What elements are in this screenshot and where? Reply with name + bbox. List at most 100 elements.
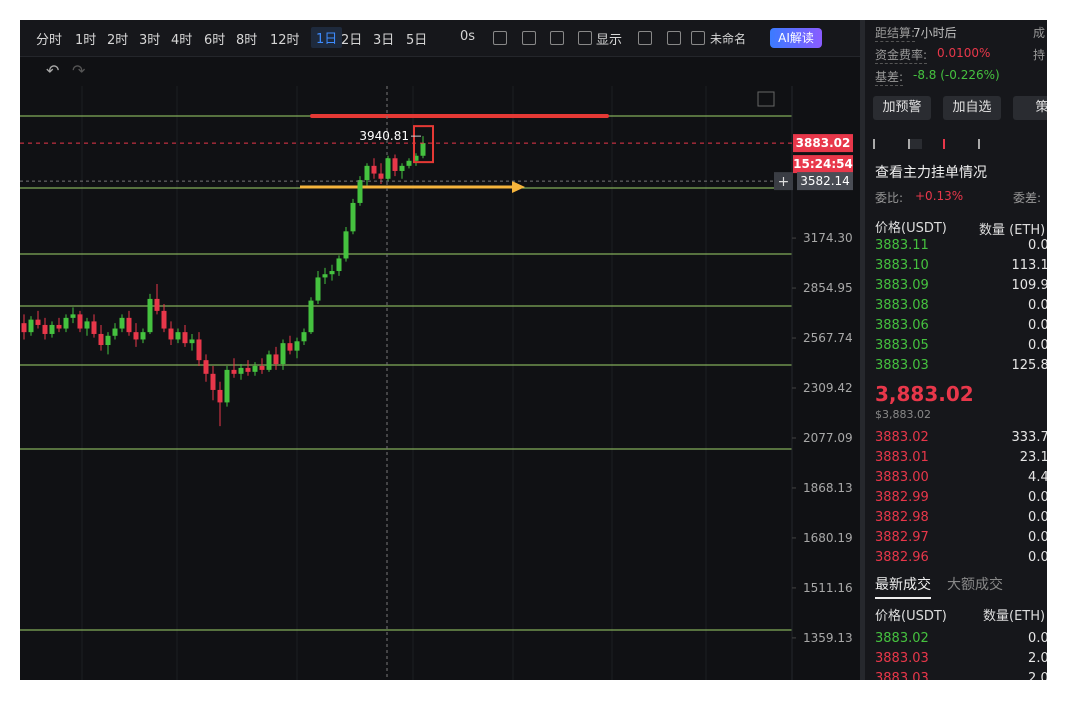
book-row: 3883.08 0.01 xyxy=(865,296,1047,316)
candle-body xyxy=(385,158,391,179)
tool-icon[interactable] xyxy=(522,31,536,45)
chart-bg xyxy=(20,56,860,680)
info-value: 0.0100% xyxy=(937,46,991,60)
candle-body xyxy=(336,258,342,272)
book-price: 3883.08 xyxy=(875,298,929,313)
book-qty: 0.01 xyxy=(1028,298,1047,313)
book-row: 3883.00 4.41 xyxy=(865,468,1047,488)
y-tick-label: 1868.13 xyxy=(803,481,853,495)
view-icon[interactable] xyxy=(908,139,922,149)
interval-button[interactable]: 1时 xyxy=(75,33,97,48)
candle-body xyxy=(154,298,160,311)
trade-tab[interactable]: 大额成交 xyxy=(947,577,1003,593)
candle-body xyxy=(364,165,370,181)
info-value: -8.8 (-0.226%) xyxy=(913,68,1000,82)
book-qty: 0.00 xyxy=(1028,238,1047,253)
ratio-label: 委比: xyxy=(875,191,904,205)
candle-body xyxy=(70,314,76,318)
info-label: 基差: xyxy=(875,70,904,86)
interval-button[interactable]: 3日 xyxy=(373,33,395,48)
tool-icon[interactable] xyxy=(550,31,564,45)
countdown-label: 15:24:54 xyxy=(793,157,853,171)
trade-header: 数量(ETH) xyxy=(983,609,1046,624)
panel-button[interactable]: 策 xyxy=(1013,96,1047,120)
y-tick-label: 1680.19 xyxy=(803,531,853,545)
y-tick-label: 1359.13 xyxy=(803,631,853,645)
toolbar: 分时 1时 2时 3时 4时 6时 8时 12时 1日 2日 3日 5日 0s 显示 未命名 xyxy=(20,20,860,57)
interval-button[interactable]: 6时 xyxy=(204,33,226,48)
panel-button[interactable]: 加自选 xyxy=(943,96,1001,120)
view-icon[interactable] xyxy=(873,139,887,149)
book-price: 3883.02 xyxy=(875,430,929,445)
tool-icon[interactable] xyxy=(638,31,652,45)
y-tick-label: 2854.95 xyxy=(803,281,853,295)
refresh-rate[interactable]: 0s xyxy=(460,29,476,44)
tool-icon[interactable] xyxy=(691,31,705,45)
trade-qty: 0.05 xyxy=(1028,631,1047,646)
layout-name[interactable]: 未命名 xyxy=(710,32,747,46)
y-tick-label: 2309.42 xyxy=(803,381,853,395)
candle-body xyxy=(294,341,300,351)
candle-body xyxy=(308,300,314,333)
candle-body xyxy=(238,367,244,374)
book-price: 3883.01 xyxy=(875,450,929,465)
candle-body xyxy=(28,319,34,333)
info-right: 成 xyxy=(1033,26,1046,40)
interval-button[interactable]: 5日 xyxy=(406,33,428,48)
tool-icon[interactable] xyxy=(667,31,681,45)
info-value: 7小时后 xyxy=(913,26,957,40)
candle-body xyxy=(140,332,146,340)
interval-button[interactable]: 12时 xyxy=(270,33,300,48)
book-price: 3883.03 xyxy=(875,358,929,373)
interval-button[interactable]: 2日 xyxy=(341,33,363,48)
orderbook-link[interactable]: 查看主力挂单情况 xyxy=(875,165,987,181)
trade-price: 3883.03 xyxy=(875,651,929,666)
book-price: 3883.10 xyxy=(875,258,929,273)
candle-body xyxy=(280,343,286,365)
book-header: 数量 (ETH) xyxy=(979,223,1046,238)
redo-icon[interactable]: ↷ xyxy=(72,61,86,80)
expand-icon[interactable] xyxy=(757,91,775,107)
y-tick-label: 2077.09 xyxy=(803,431,853,445)
candle-body xyxy=(56,324,62,329)
interval-button[interactable]: 3时 xyxy=(139,33,161,48)
book-row: 3882.98 0.00 xyxy=(865,508,1047,528)
book-row: 3882.97 0.03 xyxy=(865,528,1047,548)
panel-button[interactable]: 加预警 xyxy=(873,96,931,120)
interval-button[interactable]: 8时 xyxy=(236,33,258,48)
ai-button[interactable]: AI解读 xyxy=(770,28,822,48)
view-icon[interactable] xyxy=(978,139,992,149)
interval-button[interactable]: 2时 xyxy=(107,33,129,48)
crosshair-plus[interactable] xyxy=(774,172,793,191)
candle-body xyxy=(406,160,412,166)
candle-body xyxy=(224,369,230,403)
tool-icon[interactable] xyxy=(578,31,592,45)
book-qty: 0.00 xyxy=(1028,510,1047,525)
book-price: 3883.09 xyxy=(875,278,929,293)
book-qty: 0.00 xyxy=(1028,490,1047,505)
last-price-label: 3883.02 xyxy=(796,136,851,150)
book-qty: 0.03 xyxy=(1028,530,1047,545)
display-menu[interactable]: 显示 xyxy=(596,33,623,48)
interval-button[interactable]: 4时 xyxy=(171,33,193,48)
divider xyxy=(860,20,865,680)
interval-button[interactable]: 1日 xyxy=(311,27,343,48)
book-qty: 109.97 xyxy=(1011,278,1048,293)
view-icon[interactable] xyxy=(943,139,957,149)
candle-body xyxy=(63,317,69,329)
candle-body xyxy=(315,277,321,301)
book-price: 3883.06 xyxy=(875,318,929,333)
book-price: 3883.05 xyxy=(875,338,929,353)
trade-row: 3883.03 2.00 xyxy=(865,669,1047,680)
candle-body xyxy=(343,231,349,259)
undo-icon[interactable]: ↶ xyxy=(46,61,59,80)
info-label: 距结算: xyxy=(875,26,916,42)
countdown-tag xyxy=(793,155,853,174)
tool-icon[interactable] xyxy=(493,31,507,45)
candle-body xyxy=(35,319,41,325)
trade-tab[interactable]: 最新成交 xyxy=(875,574,931,599)
candle-body xyxy=(175,332,181,340)
interval-button[interactable]: 分时 xyxy=(36,33,63,48)
diff-label: 委差: xyxy=(1013,191,1042,205)
grid xyxy=(81,86,707,680)
